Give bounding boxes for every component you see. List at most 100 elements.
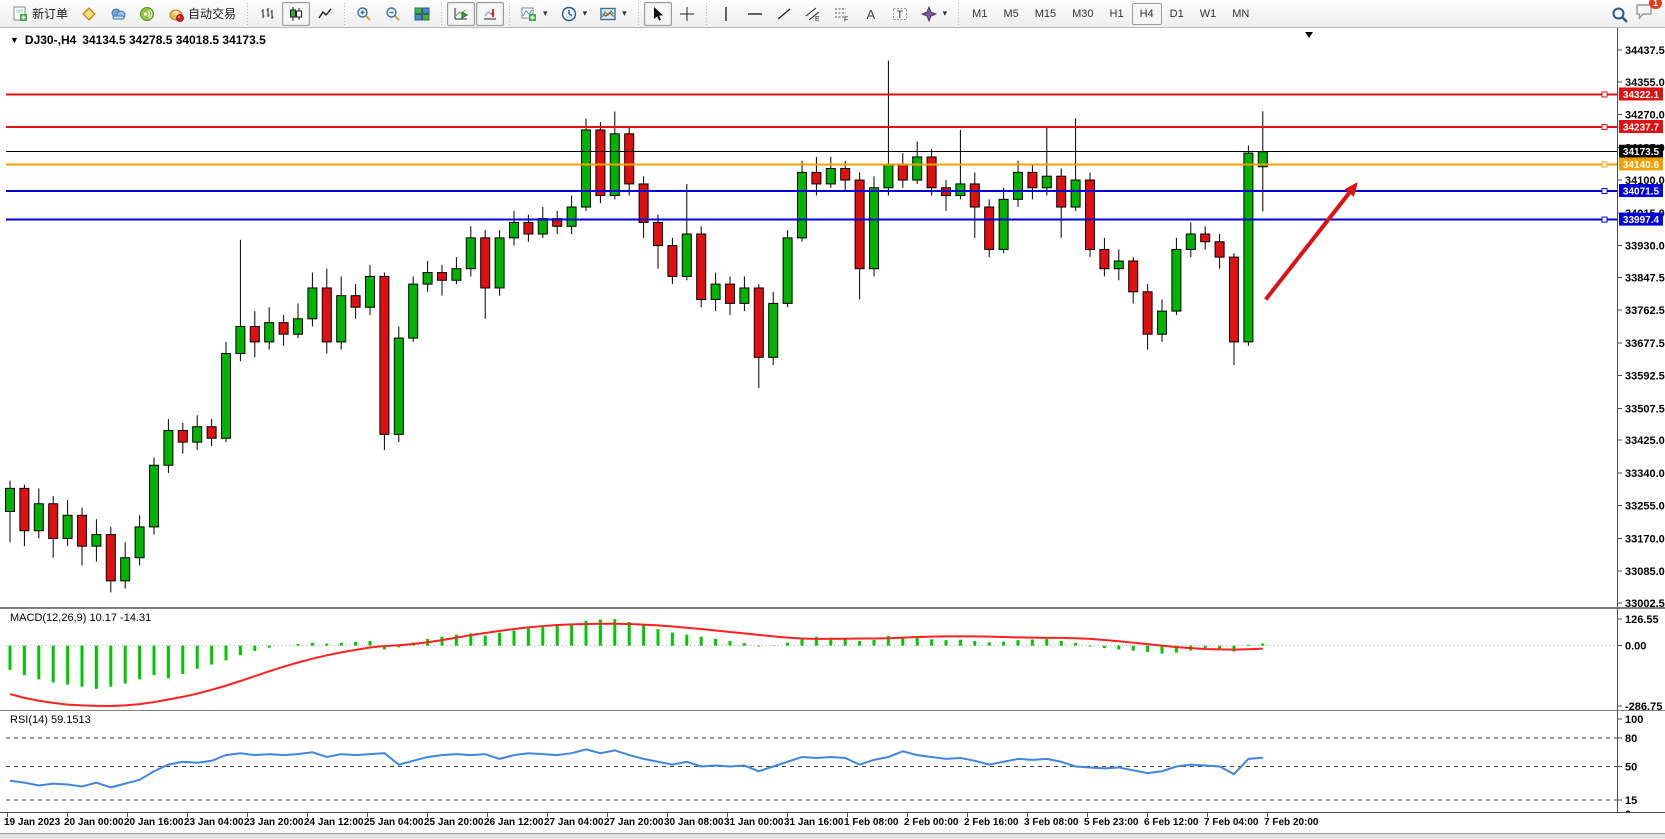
time-axis[interactable]: 19 Jan 2023 20 Jan 00:00 20 Jan 16:00 23 Ja… xyxy=(0,812,1665,833)
time-tick xyxy=(367,813,368,817)
chart-symbol-period: DJ30-,H4 xyxy=(24,33,77,47)
zoom-out-button[interactable] xyxy=(379,2,407,26)
time-label: 27 Jan 04:00 xyxy=(544,817,604,828)
chart-shift-marker[interactable] xyxy=(1305,32,1313,38)
auto-scroll-button[interactable] xyxy=(447,1,476,26)
timeframe-w1[interactable]: W1 xyxy=(1199,7,1217,20)
timeframe-m30[interactable]: M30 xyxy=(1072,7,1094,20)
line-chart-icon xyxy=(317,6,333,22)
bar-chart-button[interactable] xyxy=(253,2,281,26)
timeframe-h4[interactable]: H4 xyxy=(1131,2,1162,25)
macd-pane[interactable]: 126.55 0.00 -286.75 xyxy=(0,608,1665,711)
chart-title[interactable]: ▼ DJ30-,H4 34134.5 34278.5 34018.5 34173… xyxy=(10,33,266,47)
hline-33997.4[interactable]: 33997.4 xyxy=(6,212,1663,227)
auto-scroll-icon xyxy=(453,6,469,22)
time-label: 2 Feb 16:00 xyxy=(964,817,1019,828)
arrows-dropdown[interactable] xyxy=(915,2,954,26)
time-label: 3 Feb 08:00 xyxy=(1024,817,1079,828)
main-chart-pane[interactable]: 34437.534355.034270.034185.034100.034015… xyxy=(0,28,1665,608)
time-tick xyxy=(1027,813,1028,817)
text-label-tool[interactable]: T xyxy=(886,2,914,26)
arrows-icon xyxy=(920,5,937,22)
svg-text:34437.5: 34437.5 xyxy=(1625,45,1665,57)
indicators-icon xyxy=(521,6,537,22)
gold-button[interactable] xyxy=(75,2,103,26)
timeframe-mn[interactable]: MN xyxy=(1232,7,1250,20)
svg-text:33085.0: 33085.0 xyxy=(1625,566,1665,578)
toolbar-separator xyxy=(956,2,962,25)
time-tick xyxy=(307,813,308,817)
community-button[interactable] xyxy=(104,2,132,26)
hline-34140.6[interactable]: 34140.6 xyxy=(6,157,1663,171)
timeframe-h1[interactable]: H1 xyxy=(1109,7,1124,20)
time-tick xyxy=(1267,813,1268,817)
crosshair-tool-button[interactable] xyxy=(673,2,701,26)
cursor-tool-button[interactable] xyxy=(643,1,672,26)
search-icon[interactable] xyxy=(1611,6,1628,23)
time-label: 27 Jan 20:00 xyxy=(604,817,664,828)
text-tool[interactable]: A xyxy=(857,2,885,26)
svg-text:15: 15 xyxy=(1625,795,1637,807)
templates-dropdown[interactable] xyxy=(594,2,633,26)
new-order-button[interactable]: 新订单 xyxy=(6,2,74,26)
chat-button[interactable]: 1 xyxy=(1635,0,1662,25)
time-label: 2 Feb 00:00 xyxy=(904,817,959,828)
svg-text:33847.5: 33847.5 xyxy=(1625,272,1665,284)
time-tick xyxy=(187,813,188,817)
svg-text:33255.0: 33255.0 xyxy=(1625,501,1665,513)
tile-windows-button[interactable] xyxy=(408,2,436,26)
equidistant-channel-tool[interactable]: E xyxy=(799,2,827,26)
trendline-icon xyxy=(776,6,792,22)
time-label: 23 Jan 04:00 xyxy=(184,817,244,828)
text-label-icon: T xyxy=(892,6,908,22)
fibonacci-icon: F xyxy=(834,6,850,23)
time-label: 7 Feb 20:00 xyxy=(1264,817,1319,828)
line-chart-button[interactable] xyxy=(311,2,339,26)
hline-34237.7[interactable]: 34237.7 xyxy=(6,119,1663,134)
time-tick xyxy=(787,813,788,817)
vertical-line-tool[interactable] xyxy=(712,2,740,26)
timeframe-m1[interactable]: M1 xyxy=(972,7,988,20)
svg-text:A: A xyxy=(866,7,875,22)
periods-dropdown[interactable] xyxy=(555,2,594,26)
time-label: 20 Jan 00:00 xyxy=(64,817,124,828)
indicators-dropdown[interactable] xyxy=(515,2,554,26)
svg-text:33592.5: 33592.5 xyxy=(1625,371,1665,383)
svg-text:T: T xyxy=(896,9,903,21)
price-axis[interactable]: 34437.534355.034270.034185.034100.034015… xyxy=(1617,45,1665,608)
text-icon: A xyxy=(863,6,879,22)
hline-34322.1[interactable]: 34322.1 xyxy=(6,87,1663,101)
horizontal-line-tool[interactable] xyxy=(741,2,769,26)
auto-trading-button[interactable]: 自动交易 xyxy=(162,2,242,26)
timeframe-d1[interactable]: D1 xyxy=(1169,7,1184,20)
signals-button[interactable] xyxy=(133,2,161,26)
timeframe-group: M1 M5 M15 M30 H1 H4 D1 W1 MN xyxy=(964,2,1257,25)
svg-text:34140.6: 34140.6 xyxy=(1623,160,1660,171)
svg-text:126.55: 126.55 xyxy=(1625,614,1659,626)
toolbar-separator xyxy=(439,2,445,25)
time-label: 19 Jan 2023 xyxy=(4,817,61,828)
fibonacci-tool[interactable]: F xyxy=(828,2,856,26)
timeframe-m15[interactable]: M15 xyxy=(1034,7,1057,20)
svg-text:F: F xyxy=(844,16,848,22)
time-label: 7 Feb 04:00 xyxy=(1204,817,1259,828)
svg-text:33762.5: 33762.5 xyxy=(1625,305,1665,317)
arrow-annotation[interactable] xyxy=(1264,181,1358,301)
time-tick xyxy=(1147,813,1148,817)
hline-34173.5[interactable]: 34173.5 xyxy=(6,144,1663,159)
zoom-in-button[interactable] xyxy=(350,2,378,26)
trendline-tool[interactable] xyxy=(770,2,798,26)
candlestick-chart-button[interactable] xyxy=(282,1,311,26)
toolbar-separator xyxy=(245,2,251,25)
time-tick xyxy=(547,813,548,817)
svg-text:33425.0: 33425.0 xyxy=(1625,435,1665,447)
chart-shift-button[interactable] xyxy=(476,1,505,26)
time-tick xyxy=(427,813,428,817)
rsi-pane[interactable]: 100 80 50 15 0 xyxy=(0,710,1665,813)
notification-badge: 1 xyxy=(1648,0,1662,9)
time-tick xyxy=(907,813,908,817)
candlestick-chart-icon xyxy=(288,6,304,22)
timeframe-m5[interactable]: M5 xyxy=(1003,7,1019,20)
rsi-line xyxy=(9,748,1263,789)
chart-dropdown-icon: ▼ xyxy=(10,35,19,45)
